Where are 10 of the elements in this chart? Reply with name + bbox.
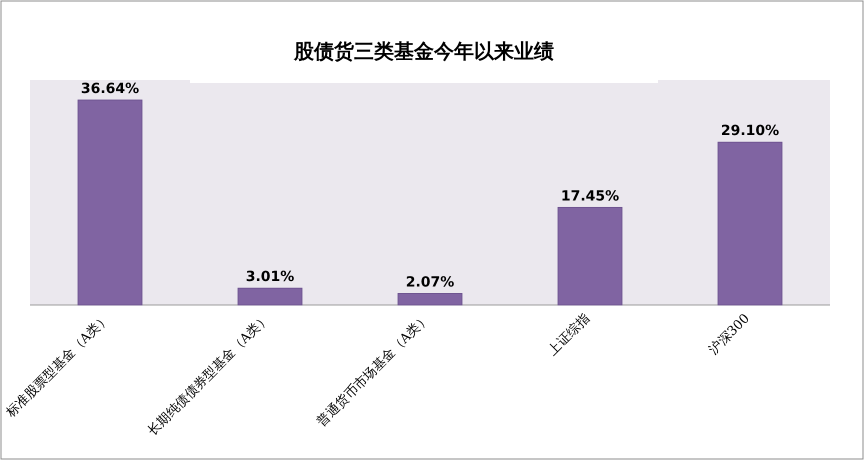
x-tick-label: 普通货币市场基金（A类） bbox=[314, 310, 433, 430]
x-tick-label: 标准股票型基金（A类） bbox=[2, 311, 113, 422]
data-label: 36.64% bbox=[80, 81, 140, 97]
x-tick-label: 上证综指 bbox=[545, 311, 593, 359]
data-label: 29.10% bbox=[720, 123, 780, 140]
data-label: 3.01% bbox=[246, 269, 294, 286]
data-label: 17.45% bbox=[560, 188, 620, 204]
title: 股债货三类基金今年以来业绩 bbox=[294, 39, 554, 63]
x-tick-label: 长期纯债债券型基金（A类） bbox=[145, 311, 273, 439]
data-label: 2.07% bbox=[406, 274, 454, 290]
